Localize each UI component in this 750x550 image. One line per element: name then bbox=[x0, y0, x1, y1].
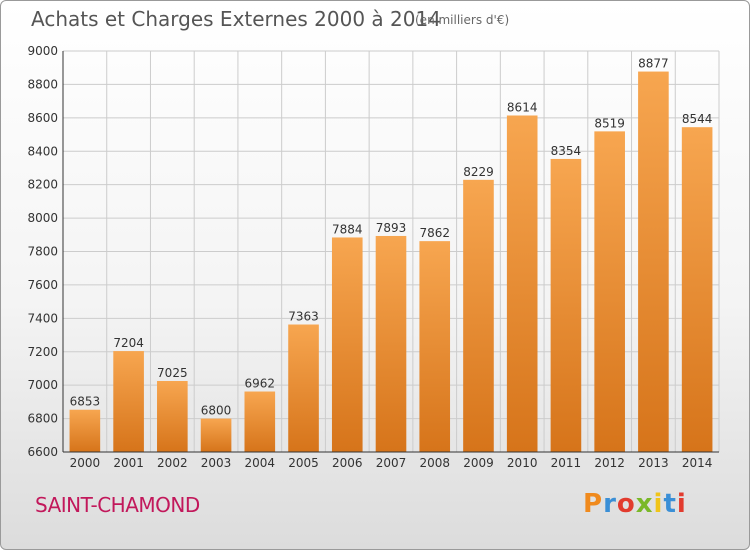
y-tick-label: 7600 bbox=[27, 278, 58, 292]
bar-value-label: 7363 bbox=[288, 310, 319, 324]
y-tick-label: 8400 bbox=[27, 144, 58, 158]
x-tick-label: 2000 bbox=[70, 456, 101, 470]
bar-value-label: 6853 bbox=[70, 395, 101, 409]
x-tick-label: 2010 bbox=[507, 456, 538, 470]
bar-value-label: 8614 bbox=[507, 100, 538, 114]
y-tick-label: 6800 bbox=[27, 412, 58, 426]
bar bbox=[288, 324, 319, 452]
chart-title: Achats et Charges Externes 2000 à 2014 bbox=[31, 7, 441, 31]
y-tick-label: 8200 bbox=[27, 178, 58, 192]
bar bbox=[594, 131, 625, 453]
bar bbox=[506, 115, 538, 452]
bar bbox=[419, 241, 451, 452]
x-tick-label: 2012 bbox=[594, 456, 625, 470]
bar bbox=[681, 127, 713, 452]
y-tick-label: 8600 bbox=[27, 111, 58, 125]
x-tick-label: 2009 bbox=[463, 456, 494, 470]
bar bbox=[331, 237, 363, 452]
y-tick-label: 6600 bbox=[27, 445, 58, 459]
bar-value-label: 7025 bbox=[157, 366, 188, 380]
proxiti-logo[interactable]: Proxiti bbox=[583, 489, 687, 519]
y-tick-label: 8000 bbox=[27, 211, 58, 225]
y-tick-label: 7000 bbox=[27, 378, 58, 392]
x-tick-label: 2008 bbox=[419, 456, 450, 470]
city-name: SAINT-CHAMOND bbox=[35, 493, 200, 517]
bar bbox=[638, 71, 669, 453]
bar bbox=[550, 158, 582, 452]
bar bbox=[200, 418, 232, 452]
bars: 6853 7204 7025 6800 6962 7363 7884 7893 7862 8229… bbox=[69, 57, 713, 453]
bar bbox=[157, 380, 188, 452]
axes: 6600 6800 7000 7200 7400 7600 7800 8000 8200 8400… bbox=[27, 44, 719, 470]
x-tick-label: 2014 bbox=[682, 456, 713, 470]
x-tick-label: 2006 bbox=[332, 456, 363, 470]
bar-value-label: 8519 bbox=[594, 116, 625, 130]
bar bbox=[69, 409, 101, 452]
bar-value-label: 6800 bbox=[201, 404, 232, 418]
y-tick-label: 9000 bbox=[27, 44, 58, 58]
bar-value-label: 6962 bbox=[245, 377, 276, 391]
bar-value-label: 8229 bbox=[463, 165, 494, 179]
chart-subtitle: (en milliers d'€) bbox=[415, 13, 510, 27]
bar bbox=[113, 351, 144, 452]
y-tick-label: 7200 bbox=[27, 345, 58, 359]
y-tick-label: 7800 bbox=[27, 245, 58, 259]
x-tick-label: 2002 bbox=[157, 456, 188, 470]
bar-value-label: 7884 bbox=[332, 222, 363, 236]
bar bbox=[375, 235, 407, 452]
x-tick-label: 2013 bbox=[638, 456, 669, 470]
bar-value-label: 7204 bbox=[113, 336, 144, 350]
bar-value-label: 7893 bbox=[376, 221, 407, 235]
x-tick-label: 2007 bbox=[376, 456, 407, 470]
x-tick-label: 2001 bbox=[113, 456, 144, 470]
bar bbox=[244, 391, 276, 452]
bar bbox=[463, 179, 494, 453]
bar-value-label: 8544 bbox=[682, 112, 713, 126]
x-tick-label: 2005 bbox=[288, 456, 319, 470]
x-tick-label: 2004 bbox=[245, 456, 276, 470]
bar-value-label: 8354 bbox=[551, 144, 582, 158]
x-tick-label: 2003 bbox=[201, 456, 232, 470]
x-tick-label: 2011 bbox=[551, 456, 582, 470]
bar-value-label: 8877 bbox=[638, 57, 669, 71]
y-tick-label: 8800 bbox=[27, 77, 58, 91]
bar-value-label: 7862 bbox=[419, 226, 450, 240]
y-tick-label: 7400 bbox=[27, 311, 58, 325]
